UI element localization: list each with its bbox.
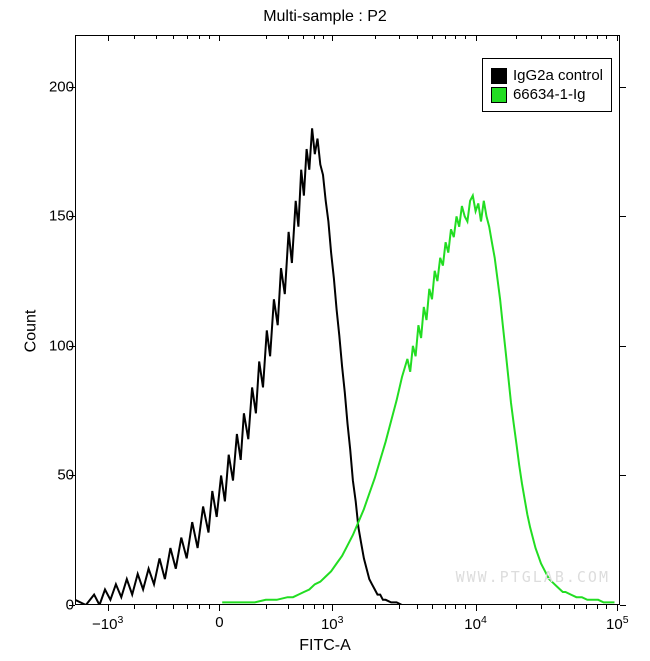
x-minor-tick xyxy=(417,35,418,39)
x-minor-tick xyxy=(323,605,324,609)
x-minor-tick xyxy=(445,35,446,39)
x-minor-tick xyxy=(173,605,174,609)
x-tick-mark xyxy=(476,35,477,41)
x-minor-tick xyxy=(417,605,418,609)
x-minor-tick xyxy=(432,35,433,39)
y-axis-label: Count xyxy=(22,309,40,352)
x-tick-label: 103 xyxy=(321,614,344,633)
y-tick-mark xyxy=(620,605,626,606)
chart-title: Multi-sample : P2 xyxy=(0,8,650,26)
x-minor-tick xyxy=(516,35,517,39)
x-tick-label: 105 xyxy=(606,614,629,633)
x-minor-tick xyxy=(303,605,304,609)
legend-label: IgG2a control xyxy=(513,67,603,84)
x-minor-tick xyxy=(606,605,607,609)
x-minor-tick xyxy=(586,605,587,609)
x-minor-tick xyxy=(288,35,289,39)
x-tick-mark xyxy=(617,35,618,41)
x-minor-tick xyxy=(399,35,400,39)
flow-cytometry-chart: Multi-sample : P2 Count FITC-A WWW.PTGLA… xyxy=(0,0,650,661)
x-minor-tick xyxy=(559,35,560,39)
x-minor-tick xyxy=(187,605,188,609)
x-minor-tick xyxy=(465,35,466,39)
legend-item: 66634-1-Ig xyxy=(491,86,603,103)
y-tick-mark xyxy=(69,475,75,476)
x-minor-tick xyxy=(455,605,456,609)
x-tick-label: −103 xyxy=(92,614,123,633)
legend-swatch xyxy=(491,68,507,84)
legend: IgG2a control 66634-1-Ig xyxy=(482,58,612,112)
x-minor-tick xyxy=(156,605,157,609)
x-tick-label: 0 xyxy=(215,614,223,631)
y-tick-mark xyxy=(620,346,626,347)
x-minor-tick xyxy=(606,35,607,39)
x-minor-tick xyxy=(586,35,587,39)
x-minor-tick xyxy=(209,35,210,39)
x-minor-tick xyxy=(134,35,135,39)
x-minor-tick xyxy=(597,35,598,39)
x-minor-tick xyxy=(314,35,315,39)
x-minor-tick xyxy=(516,605,517,609)
legend-swatch xyxy=(491,87,507,103)
y-tick-mark xyxy=(620,216,626,217)
x-minor-tick xyxy=(541,605,542,609)
y-tick-mark xyxy=(69,216,75,217)
x-minor-tick xyxy=(187,35,188,39)
x-tick-mark xyxy=(476,605,477,611)
x-minor-tick xyxy=(199,35,200,39)
x-minor-tick xyxy=(541,35,542,39)
x-tick-mark xyxy=(219,605,220,611)
x-minor-tick xyxy=(597,605,598,609)
x-minor-tick xyxy=(465,605,466,609)
x-tick-mark xyxy=(332,35,333,41)
x-minor-tick xyxy=(574,35,575,39)
x-tick-mark xyxy=(332,605,333,611)
x-minor-tick xyxy=(156,35,157,39)
x-tick-mark xyxy=(617,605,618,611)
x-minor-tick xyxy=(323,35,324,39)
y-tick-mark xyxy=(69,87,75,88)
legend-item: IgG2a control xyxy=(491,67,603,84)
x-minor-tick xyxy=(288,605,289,609)
x-minor-tick xyxy=(199,605,200,609)
y-tick-mark xyxy=(620,87,626,88)
x-minor-tick xyxy=(173,35,174,39)
x-minor-tick xyxy=(303,35,304,39)
x-minor-tick xyxy=(314,605,315,609)
x-minor-tick xyxy=(209,605,210,609)
x-minor-tick xyxy=(375,35,376,39)
x-minor-tick xyxy=(445,605,446,609)
y-tick-mark xyxy=(69,346,75,347)
x-minor-tick xyxy=(266,35,267,39)
x-tick-mark xyxy=(108,35,109,41)
plot-border xyxy=(75,35,620,605)
watermark: WWW.PTGLAB.COM xyxy=(456,568,610,586)
x-minor-tick xyxy=(559,605,560,609)
x-minor-tick xyxy=(375,605,376,609)
y-tick-mark xyxy=(69,605,75,606)
x-minor-tick xyxy=(574,605,575,609)
x-tick-label: 104 xyxy=(464,614,487,633)
x-minor-tick xyxy=(399,605,400,609)
x-minor-tick xyxy=(455,35,456,39)
x-axis-label: FITC-A xyxy=(0,637,650,655)
x-minor-tick xyxy=(134,605,135,609)
x-tick-mark xyxy=(219,35,220,41)
legend-label: 66634-1-Ig xyxy=(513,86,586,103)
x-minor-tick xyxy=(432,605,433,609)
x-minor-tick xyxy=(266,605,267,609)
x-tick-mark xyxy=(108,605,109,611)
y-tick-mark xyxy=(620,475,626,476)
